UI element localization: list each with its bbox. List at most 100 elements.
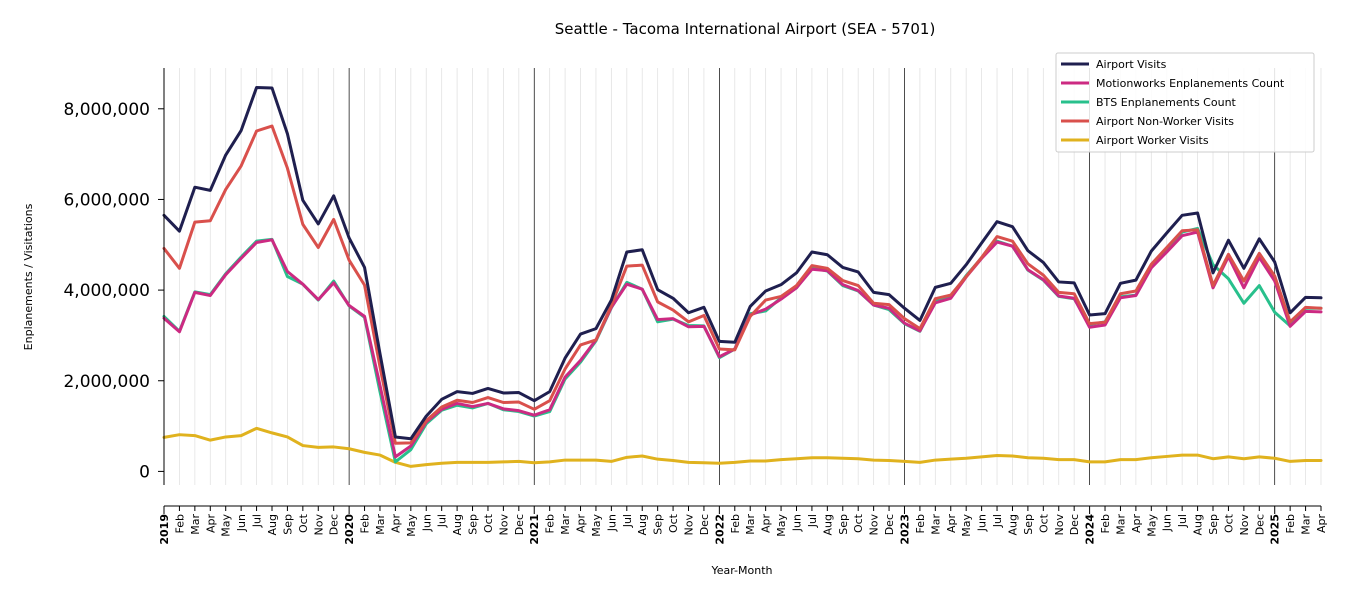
- chart-title: Seattle - Tacoma International Airport (…: [555, 20, 936, 38]
- x-axis: 2019 Feb Mar Apr May Jun Jul Aug Sep Oct Nov Dec 202…: [158, 505, 1328, 545]
- x-tick-label-month: Feb: [359, 514, 372, 533]
- x-tick-label-month: May: [1145, 514, 1158, 537]
- x-tick-label-month: Aug: [1006, 514, 1019, 535]
- x-tick-label-month: Apr: [575, 514, 588, 534]
- x-tick-label-month: Jul: [436, 514, 449, 528]
- x-tick-label-year: 2019: [158, 514, 171, 545]
- x-tick-label-month: Mar: [744, 514, 757, 535]
- x-tick-label-month: Mar: [1300, 514, 1313, 535]
- x-tick-label-month: Dec: [1068, 514, 1081, 535]
- x-tick-label-month: Apr: [945, 514, 958, 534]
- x-tick-label-month: Mar: [929, 514, 942, 535]
- x-tick-label-month: Jun: [1161, 514, 1174, 532]
- series-line-airport-visits: [162, 85, 1323, 441]
- x-tick-label-month: Sep: [837, 514, 850, 535]
- x-axis-label: Year-Month: [710, 564, 772, 577]
- x-tick-label-month: Nov: [312, 514, 325, 536]
- x-tick-label-year: 2023: [898, 514, 911, 545]
- y-tick-label: 4,000,000: [63, 281, 150, 301]
- y-tick-label: 2,000,000: [63, 372, 150, 392]
- x-tick-label-month: Oct: [1037, 513, 1050, 533]
- legend-box: [1055, 52, 1315, 153]
- x-tick-label-month: Jul: [621, 514, 634, 528]
- legend: Airport Visits Motionworks Enplanements C…: [1055, 52, 1315, 153]
- y-tick-label: 0: [139, 462, 150, 482]
- x-tick-label-year: 2021: [528, 514, 541, 545]
- series-line-motionworks-enplanements-count: [162, 230, 1323, 459]
- x-tick-label-month: May: [960, 514, 973, 537]
- x-tick-label-month: Aug: [451, 514, 464, 535]
- x-tick-label-month: Apr: [389, 514, 402, 534]
- x-tick-label-month: May: [220, 514, 233, 537]
- series-lines: [162, 85, 1323, 468]
- x-tick-label-month: Feb: [544, 514, 557, 533]
- x-tick-label-year: 2020: [343, 514, 356, 545]
- x-tick-label-month: Nov: [868, 514, 881, 536]
- x-tick-label-month: Sep: [652, 514, 665, 535]
- x-tick-label-month: Oct: [667, 513, 680, 533]
- x-tick-label-month: Jul: [806, 514, 819, 528]
- x-tick-label-month: Nov: [683, 514, 696, 536]
- x-tick-label-month: Jul: [1176, 514, 1189, 528]
- y-axis: 0 2,000,000 4,000,000 6,000,000 8,000,000: [63, 68, 165, 485]
- x-tick-label-month: Sep: [1207, 514, 1220, 535]
- x-tick-label-month: Feb: [729, 514, 742, 533]
- series-line-airport-worker-visits: [162, 426, 1323, 468]
- x-tick-label-month: Mar: [559, 514, 572, 535]
- x-tick-label-month: Oct: [297, 513, 310, 533]
- x-tick-label-month: May: [590, 514, 603, 537]
- x-tick-label-month: Aug: [636, 514, 649, 535]
- x-tick-label-month: Jun: [235, 514, 248, 532]
- x-tick-label-month: Jun: [605, 514, 618, 532]
- x-tick-label-month: May: [405, 514, 418, 537]
- x-tick-label-month: Dec: [1253, 514, 1266, 535]
- x-tick-label-month: Dec: [513, 514, 526, 535]
- x-tick-label-month: Feb: [173, 514, 186, 533]
- x-tick-label-month: Jun: [790, 514, 803, 532]
- x-tick-label-year: 2025: [1269, 514, 1282, 545]
- x-tick-label-month: Apr: [204, 514, 217, 534]
- x-tick-label-month: Nov: [1238, 514, 1251, 536]
- x-tick-label-month: Apr: [1315, 514, 1328, 534]
- legend-label: Airport Visits: [1096, 58, 1167, 71]
- x-tick-label-month: Sep: [1022, 514, 1035, 535]
- x-tick-label-month: Jul: [991, 514, 1004, 528]
- x-tick-label-month: Mar: [189, 514, 202, 535]
- y-tick-label: 6,000,000: [63, 190, 150, 210]
- y-axis-label: Enplanements / Visitations: [22, 203, 35, 350]
- x-tick-label-month: Sep: [467, 514, 480, 535]
- series-line-airport-non-worker-visits: [162, 124, 1323, 445]
- legend-label: Airport Non-Worker Visits: [1096, 115, 1234, 128]
- x-tick-label-month: Mar: [374, 514, 387, 535]
- x-tick-label-month: Aug: [1192, 514, 1205, 535]
- legend-label: Motionworks Enplanements Count: [1096, 77, 1285, 90]
- x-tick-label-month: Jul: [251, 514, 264, 528]
- x-tick-label-month: Aug: [821, 514, 834, 535]
- x-tick-label-month: Feb: [1099, 514, 1112, 533]
- x-tick-label-month: Oct: [1222, 513, 1235, 533]
- x-tick-label-month: May: [775, 514, 788, 537]
- x-tick-label-year: 2022: [713, 514, 726, 545]
- x-tick-label-month: Dec: [698, 514, 711, 535]
- x-tick-label-month: Oct: [482, 513, 495, 533]
- x-tick-label-month: Dec: [328, 514, 341, 535]
- x-tick-label-month: Feb: [1284, 514, 1297, 533]
- x-tick-label-month: Jun: [420, 514, 433, 532]
- x-tick-label-month: Jun: [976, 514, 989, 532]
- x-tick-label-month: Feb: [914, 514, 927, 533]
- legend-label: BTS Enplanements Count: [1096, 96, 1237, 109]
- series-line-bts-enplanements-count: [162, 226, 1323, 464]
- x-tick-label-month: Nov: [1053, 514, 1066, 536]
- x-tick-label-month: Mar: [1114, 514, 1127, 535]
- x-tick-label-month: Sep: [281, 514, 294, 535]
- x-tick-label-month: Oct: [852, 513, 865, 533]
- x-tick-label-month: Apr: [760, 514, 773, 534]
- y-tick-label: 8,000,000: [63, 100, 150, 120]
- x-tick-label-year: 2024: [1084, 514, 1097, 545]
- x-tick-label-month: Nov: [497, 514, 510, 536]
- x-tick-label-month: Dec: [883, 514, 896, 535]
- legend-label: Airport Worker Visits: [1096, 134, 1209, 147]
- x-tick-label-month: Aug: [266, 514, 279, 535]
